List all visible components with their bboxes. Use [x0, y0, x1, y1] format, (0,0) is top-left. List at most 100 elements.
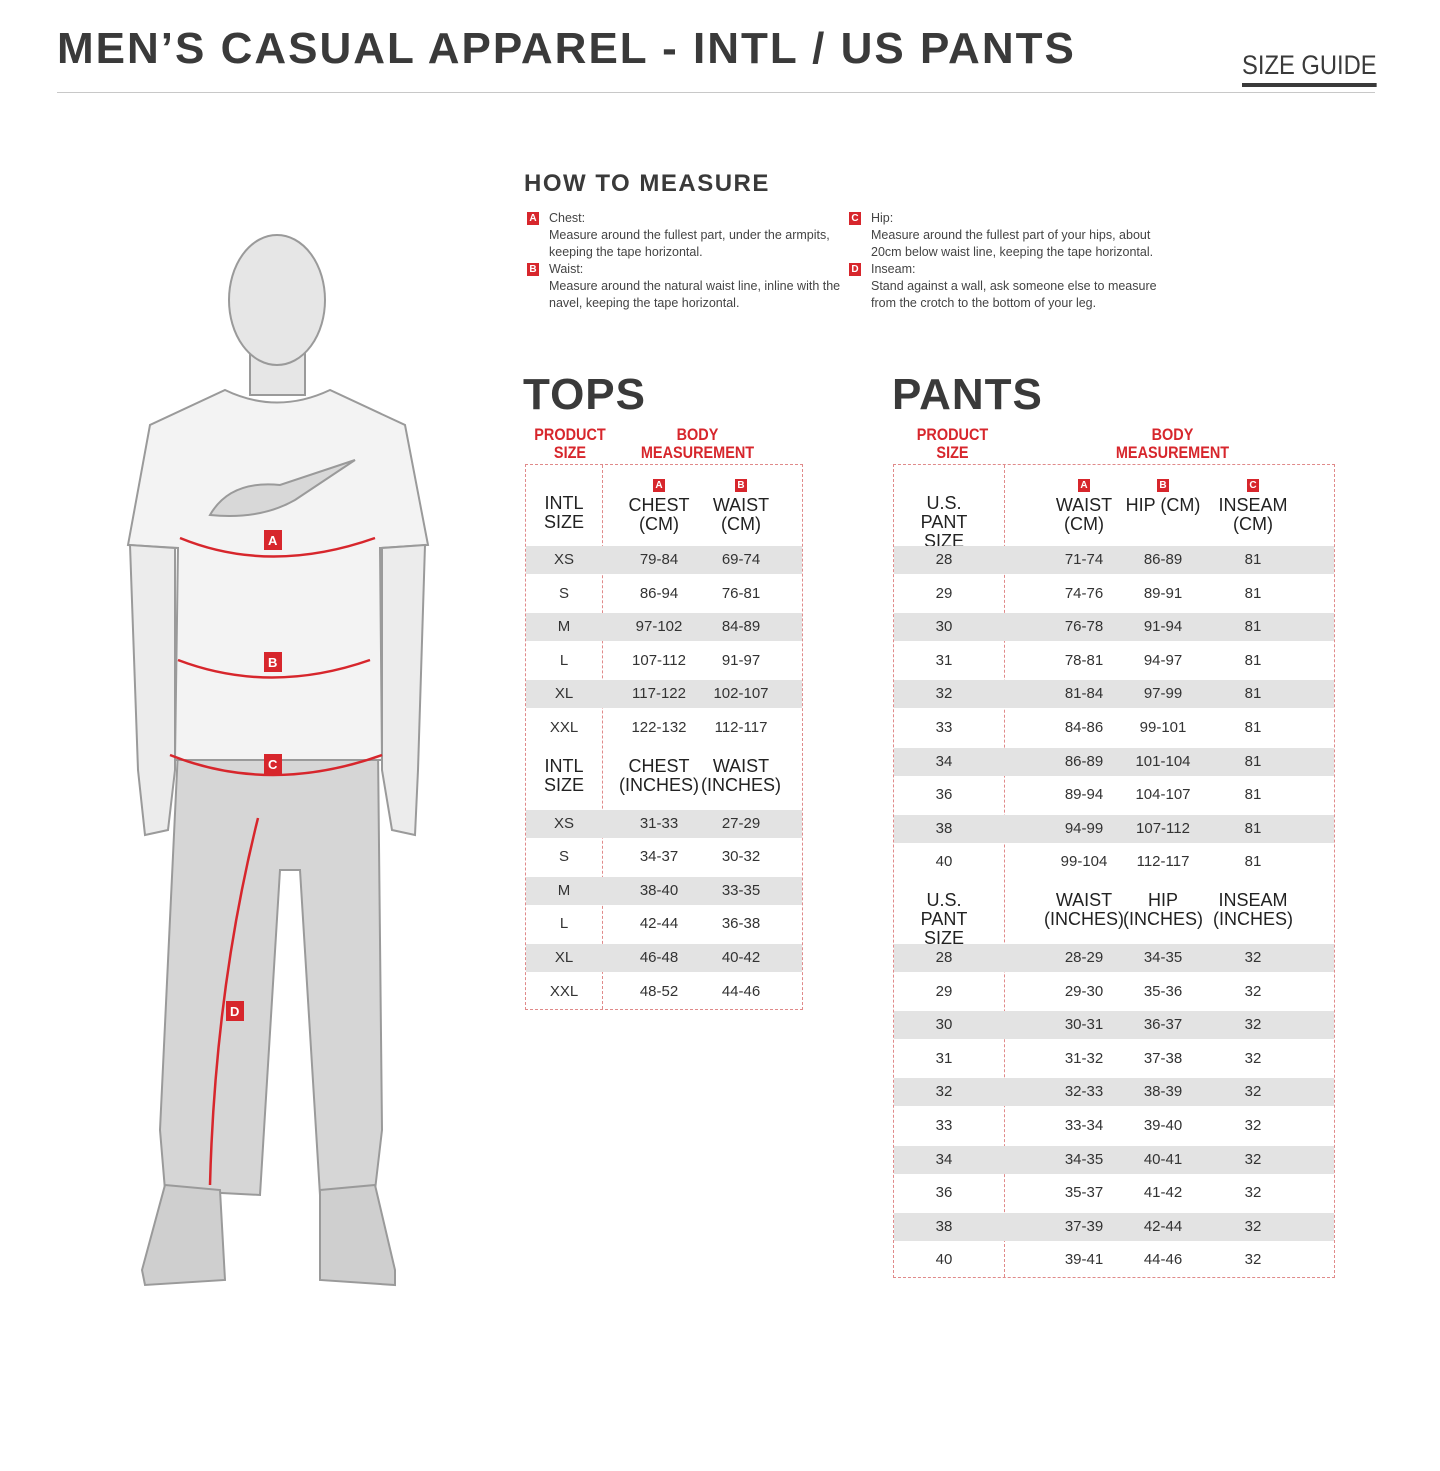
table-row: S 86-94 76-81 — [526, 580, 802, 608]
value-cell: 48-52 — [639, 982, 679, 1000]
figure-left-shoe — [140, 1183, 227, 1287]
instructions-left: A Chest: Measure around the fullest part, … — [524, 210, 844, 312]
table-row: XS 31-33 27-29 — [526, 809, 802, 838]
size-cell: 28 — [935, 551, 953, 568]
pants-product-size-label: PRODUCT SIZE — [916, 425, 989, 462]
pants-title: PANTS — [892, 370, 1043, 419]
size-cell: 31 — [935, 1049, 953, 1067]
value-cell: 31-33 — [639, 814, 679, 832]
badge-a: A — [1078, 479, 1090, 492]
value-cell: 29-30 — [1064, 982, 1104, 1000]
table-row: XXL 122-132 112-117 — [526, 714, 802, 742]
value-cell: 81 — [1244, 752, 1262, 770]
table-row: 28 71-74 86-89 81 — [894, 546, 1334, 574]
value-cell: 71-74 — [1064, 551, 1104, 568]
column-label: INSEAM (CM) — [1218, 495, 1288, 534]
value-cell: 94-97 — [1143, 651, 1183, 669]
marker-b: B — [268, 655, 277, 670]
tops-product-size-label: PRODUCT SIZE — [534, 425, 606, 462]
table-row: 40 99-104 112-117 81 — [894, 848, 1334, 876]
value-cell: 112-117 — [1136, 853, 1190, 871]
value-cell: 32-33 — [1064, 1083, 1104, 1101]
value-cell: 81 — [1244, 651, 1262, 669]
measurement-column-header: HIP (INCHES) — [1123, 890, 1203, 929]
size-cell: 34 — [935, 1150, 953, 1168]
instruction-chest: A Chest: Measure around the fullest part, … — [524, 210, 844, 261]
value-cell: 81-84 — [1064, 685, 1104, 703]
badge-d: D — [849, 263, 861, 276]
pants-body-measurement-label: BODY MEASUREMENT — [1115, 425, 1230, 462]
value-cell: 81 — [1244, 584, 1262, 602]
size-cell: 28 — [935, 949, 953, 966]
value-cell: 86-89 — [1143, 551, 1183, 568]
marker-d: D — [230, 1004, 239, 1019]
value-cell: 94-99 — [1064, 819, 1104, 837]
size-cell: 33 — [935, 1117, 953, 1134]
size-cell: 38 — [935, 819, 953, 837]
column-label: CHEST (CM) — [628, 495, 690, 534]
value-cell: 40-41 — [1143, 1150, 1183, 1168]
table-row: 32 81-84 97-99 81 — [894, 680, 1334, 709]
value-cell: 44-46 — [1143, 1251, 1183, 1269]
value-cell: 102-107 — [713, 685, 769, 703]
value-cell: 38-40 — [639, 881, 679, 899]
value-cell: 44-46 — [721, 982, 761, 1000]
value-cell: 32 — [1244, 1117, 1262, 1134]
value-cell: 97-102 — [635, 618, 683, 636]
table-row: M 38-40 33-35 — [526, 876, 802, 905]
size-cell: M — [557, 881, 571, 899]
figure-pants — [158, 749, 384, 1197]
value-cell: 34-35 — [1064, 1150, 1104, 1168]
measurement-column-header: B HIP (CM) — [1123, 473, 1203, 515]
figure-right-arm — [381, 543, 427, 837]
value-cell: 32 — [1244, 1049, 1262, 1067]
size-guide-label: SIZE GUIDE — [1242, 50, 1377, 87]
value-cell: 99-101 — [1139, 719, 1187, 736]
tops-title: TOPS — [523, 370, 647, 419]
instruction-text: Measure around the fullest part of your … — [871, 228, 1154, 259]
measurement-column-header: CHEST (INCHES) — [619, 755, 699, 795]
value-cell: 39-41 — [1064, 1251, 1104, 1269]
inseam-measure-line — [208, 817, 260, 1186]
marker-c: C — [268, 757, 278, 772]
badge-a: A — [527, 212, 539, 225]
size-cell: 40 — [935, 1251, 953, 1269]
table-row: M 97-102 84-89 — [526, 613, 802, 642]
size-column-header: INTL SIZE — [543, 493, 584, 532]
value-cell: 84-86 — [1064, 719, 1104, 736]
table-row: 31 78-81 94-97 81 — [894, 647, 1334, 675]
value-cell: 81 — [1244, 551, 1262, 568]
size-cell: XS — [553, 551, 575, 568]
value-cell: 81 — [1244, 685, 1262, 703]
table-row: 30 76-78 91-94 81 — [894, 613, 1334, 642]
value-cell: 101-104 — [1135, 752, 1191, 770]
value-cell: 91-94 — [1143, 618, 1183, 636]
table-row: XS 79-84 69-74 — [526, 546, 802, 574]
value-cell: 32 — [1244, 1150, 1262, 1168]
value-cell: 81 — [1244, 853, 1262, 871]
value-cell: 30-31 — [1064, 1016, 1104, 1034]
figure-left-arm — [128, 543, 176, 837]
size-cell: 34 — [935, 752, 953, 770]
size-cell: 29 — [935, 982, 953, 1000]
value-cell: 97-99 — [1143, 685, 1183, 703]
table-row: 32 32-33 38-39 32 — [894, 1078, 1334, 1107]
value-cell: 81 — [1244, 819, 1262, 837]
column-label: WAIST (CM) — [712, 495, 770, 534]
value-cell: 33-34 — [1064, 1117, 1104, 1134]
table-row: 34 34-35 40-41 32 — [894, 1145, 1334, 1174]
size-cell: 32 — [935, 685, 953, 703]
instruction-label: Chest: — [549, 211, 586, 225]
value-cell: 99-104 — [1060, 853, 1108, 871]
size-cell: XL — [554, 949, 574, 966]
table-row: XL 117-122 102-107 — [526, 680, 802, 709]
measurement-column-header: WAIST (INCHES) — [1044, 890, 1124, 929]
value-cell: 32 — [1244, 1016, 1262, 1034]
size-column-header: INTL SIZE — [543, 755, 584, 795]
instruction-label: Waist: — [549, 262, 584, 276]
size-cell: 32 — [935, 1083, 953, 1101]
size-column-header: U.S. PANT SIZE — [920, 493, 968, 551]
badge-b: B — [1157, 479, 1169, 492]
badge-b: B — [527, 263, 539, 276]
table-row: 29 74-76 89-91 81 — [894, 580, 1334, 608]
